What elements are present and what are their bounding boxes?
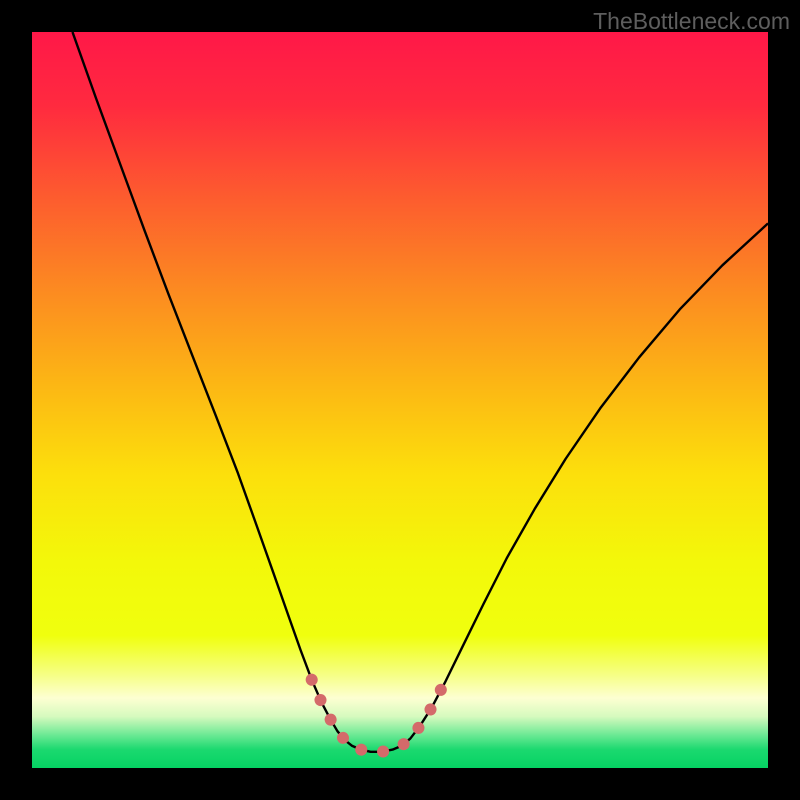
plot-svg — [32, 32, 768, 768]
watermark-text: TheBottleneck.com — [593, 8, 790, 35]
gradient-background — [32, 32, 768, 768]
plot-area — [32, 32, 768, 768]
chart-frame: TheBottleneck.com — [0, 0, 800, 800]
